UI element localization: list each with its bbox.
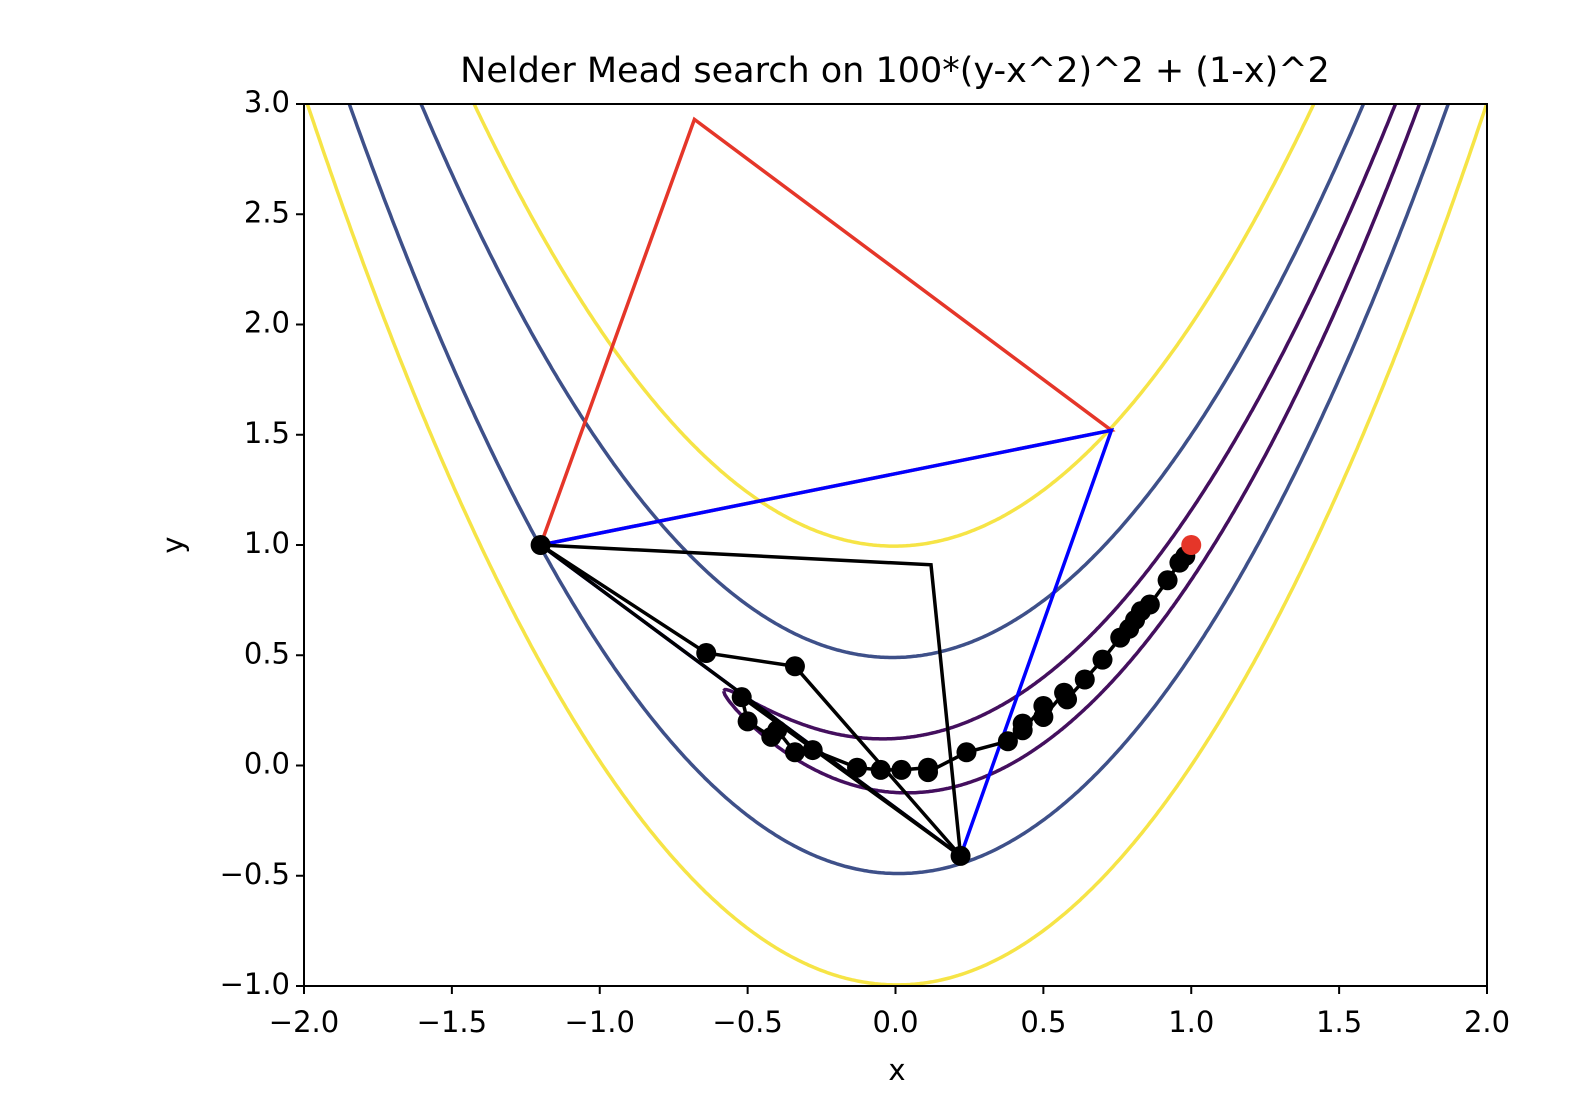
y-tick-label: 3.0 — [244, 85, 290, 119]
point-marker — [1092, 649, 1113, 670]
point-marker — [784, 656, 805, 677]
y-tick-label: 1.5 — [244, 416, 290, 450]
point-marker — [530, 535, 551, 555]
point-marker — [1181, 535, 1202, 555]
y-tick-label: 2.0 — [244, 306, 290, 340]
x-tick-label: 1.5 — [1316, 1005, 1362, 1039]
contour-line — [305, 104, 1487, 986]
x-tick-label: −1.5 — [417, 1005, 487, 1039]
x-tick-label: −0.5 — [712, 1005, 782, 1039]
x-tick-label: 1.0 — [1168, 1005, 1214, 1039]
point-marker — [1157, 570, 1178, 591]
x-tick-label: −1.0 — [565, 1005, 635, 1039]
point-marker — [1057, 689, 1078, 710]
x-tick-label: 0.5 — [1020, 1005, 1066, 1039]
y-tick-label: −0.5 — [220, 857, 290, 891]
point-marker — [731, 687, 752, 708]
point-marker — [1033, 706, 1054, 727]
point-marker — [1012, 720, 1033, 741]
point-marker — [870, 759, 891, 780]
y-tick-label: 0.5 — [244, 636, 290, 670]
point-marker — [950, 845, 971, 866]
point-marker — [784, 742, 805, 763]
point-marker — [1139, 594, 1160, 615]
chart-title: Nelder Mead search on 100*(y-x^2)^2 + (1… — [460, 51, 1330, 91]
x-tick-label: 0.0 — [872, 1005, 918, 1039]
point-marker — [802, 740, 823, 761]
point-marker — [891, 759, 912, 780]
x-axis-label: x — [888, 1053, 905, 1087]
contour-line — [721, 104, 1422, 795]
y-tick-label: −1.0 — [220, 967, 290, 1001]
simplex-path — [539, 427, 1115, 859]
point-marker — [956, 742, 977, 763]
y-tick-label: 1.0 — [244, 526, 290, 560]
y-tick-label: 2.5 — [244, 195, 290, 229]
point-marker — [696, 643, 717, 664]
y-tick-label: 0.0 — [244, 747, 290, 781]
point-marker — [847, 757, 868, 778]
point-marker — [918, 762, 939, 783]
x-tick-label: 2.0 — [1464, 1005, 1510, 1039]
point-marker — [997, 731, 1018, 752]
y-axis-label: y — [156, 536, 190, 553]
contour-line — [347, 104, 1451, 876]
point-marker — [737, 711, 758, 732]
point-marker — [1074, 669, 1095, 690]
point-marker — [767, 720, 788, 741]
x-tick-label: −2.0 — [269, 1005, 339, 1039]
plot-area — [305, 104, 1487, 986]
